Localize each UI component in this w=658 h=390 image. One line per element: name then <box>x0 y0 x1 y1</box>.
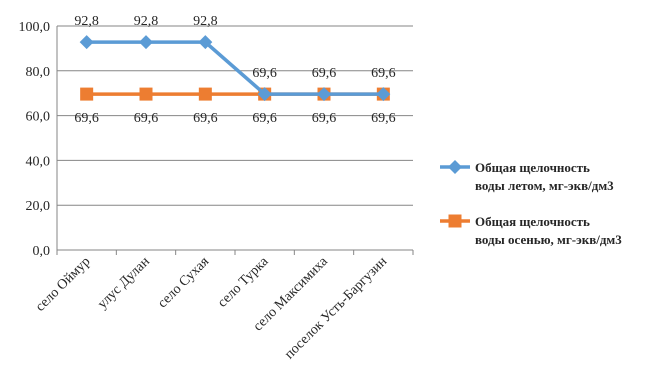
data-point-marker <box>376 87 391 102</box>
legend-label-line: воды летом, мг-экв/дм3 <box>475 178 614 193</box>
y-tick-label: 40,0 <box>26 154 51 169</box>
series-line <box>86 40 384 96</box>
data-point-marker <box>80 87 94 101</box>
data-label: 69,6 <box>312 66 337 81</box>
data-label: 69,6 <box>252 66 277 81</box>
data-label: 69,6 <box>312 111 337 126</box>
data-label: 69,6 <box>371 111 396 126</box>
data-point-marker <box>139 35 153 50</box>
data-point-marker <box>198 87 212 101</box>
data-label: 92,8 <box>193 14 218 29</box>
x-tick-label: село Турка <box>215 254 272 311</box>
legend-marker <box>448 160 462 174</box>
legend-label: Общая щелочность воды осенью, мг-экв/дм3 <box>475 214 622 247</box>
x-tick-label: село Оймур <box>33 254 93 314</box>
data-point-marker <box>198 35 213 50</box>
x-tick-label: улус Дулан <box>95 254 153 312</box>
legend: Общая щелочность воды летом, мг-экв/дм3Об… <box>440 160 622 247</box>
axes: 0,0 20,0 40,0 60,0 80,0 100,0 село Оймур улус Д… <box>19 20 414 362</box>
y-tick-label: 60,0 <box>26 110 51 125</box>
y-tick-label: 0,0 <box>33 244 51 259</box>
x-tick-label: поселок Усть-Баргузин <box>282 254 390 362</box>
legend-marker <box>448 214 462 228</box>
x-tick-label: село Сухая <box>155 254 212 311</box>
legend-label-line: Общая щелочность <box>475 160 590 175</box>
data-point-marker <box>79 35 94 50</box>
legend-label-line: Общая щелочность <box>475 214 590 229</box>
y-tick-label: 80,0 <box>26 65 51 80</box>
data-point-marker <box>317 87 331 102</box>
data-labels: 92,8 92,8 92,8 69,6 69,6 69,6 69,6 69,6 69,6 69,6… <box>74 14 395 126</box>
y-tick-label: 20,0 <box>26 199 51 214</box>
series-lines <box>79 35 391 102</box>
legend-label: Общая щелочность воды летом, мг-экв/дм3 <box>475 160 614 193</box>
legend-label-line: воды осенью, мг-экв/дм3 <box>475 232 622 247</box>
data-label: 69,6 <box>74 111 99 126</box>
data-label: 92,8 <box>134 14 159 29</box>
data-point-marker <box>139 87 153 101</box>
data-label: 69,6 <box>193 111 218 126</box>
data-point-marker <box>257 87 272 102</box>
y-tick-label: 100,0 <box>19 20 51 35</box>
data-label: 92,8 <box>74 14 99 29</box>
data-label: 69,6 <box>371 66 396 81</box>
gridlines <box>57 25 413 206</box>
data-label: 69,6 <box>134 111 159 126</box>
data-label: 69,6 <box>252 111 277 126</box>
